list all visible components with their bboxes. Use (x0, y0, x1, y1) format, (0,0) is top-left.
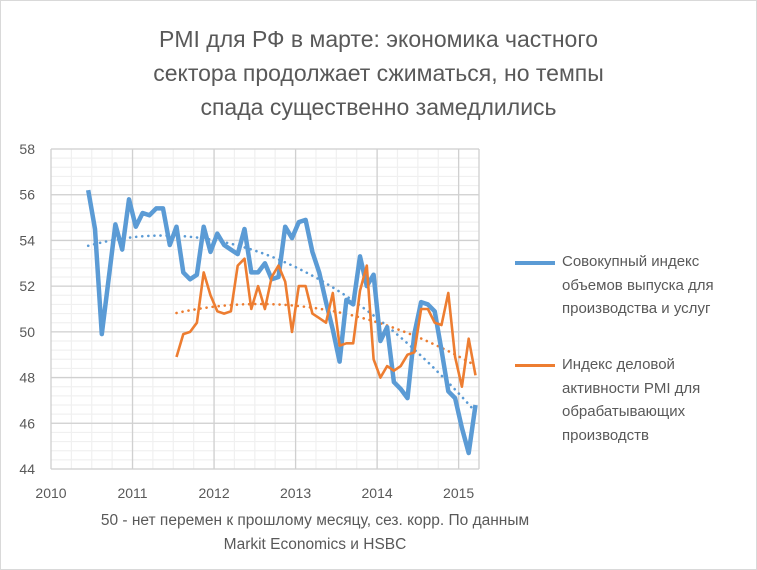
trendline-manufacturing (175, 302, 477, 367)
legend-text: производства и услуг (562, 300, 711, 317)
footnote-line: Markit Economics и HSBC (223, 536, 407, 553)
legend-swatch-manufacturing (515, 364, 555, 367)
y-tick-label: 48 (19, 370, 35, 386)
x-tick-label: 2012 (198, 485, 229, 501)
x-tick-label: 2011 (117, 485, 147, 501)
x-tick-label: 2010 (35, 485, 66, 501)
legend-text: объемов выпуска для (562, 276, 714, 294)
chart-footnote: 50 - нет перемен к прошлому месяцу, сез.… (0, 509, 630, 557)
legend-text: Совокупный индекс (562, 253, 700, 270)
series-line-composite (85, 189, 478, 456)
y-tick-label: 56 (19, 187, 35, 203)
y-tick-label: 46 (19, 415, 35, 431)
footnote-line: 50 - нет перемен к прошлому месяцу, сез.… (100, 512, 530, 529)
legend-text: производств (562, 426, 649, 444)
legend-swatch-composite (515, 261, 555, 265)
x-tick-label: 2015 (443, 485, 474, 501)
y-tick-label: 50 (19, 324, 35, 340)
legend-text: активности PMI для (562, 379, 701, 397)
legend-text: обрабатывающих (562, 403, 686, 420)
title-line: спада существенно замедлились (200, 94, 557, 120)
series-line-manufacturing (175, 257, 477, 388)
y-tick-label: 52 (19, 278, 35, 294)
title-line: сектора продолжает сжиматься, но темпы (153, 60, 604, 86)
title-line: PMI для РФ в марте: экономика частного (159, 26, 598, 52)
y-tick-label: 58 (19, 141, 35, 157)
legend-text: Индекс деловой (562, 356, 675, 373)
y-tick-label: 44 (19, 461, 35, 477)
x-tick-label: 2013 (280, 485, 311, 501)
x-tick-label: 2014 (362, 485, 393, 501)
chart-title: PMI для РФ в марте: экономика частного с… (0, 22, 757, 124)
y-tick-label: 54 (19, 232, 35, 248)
